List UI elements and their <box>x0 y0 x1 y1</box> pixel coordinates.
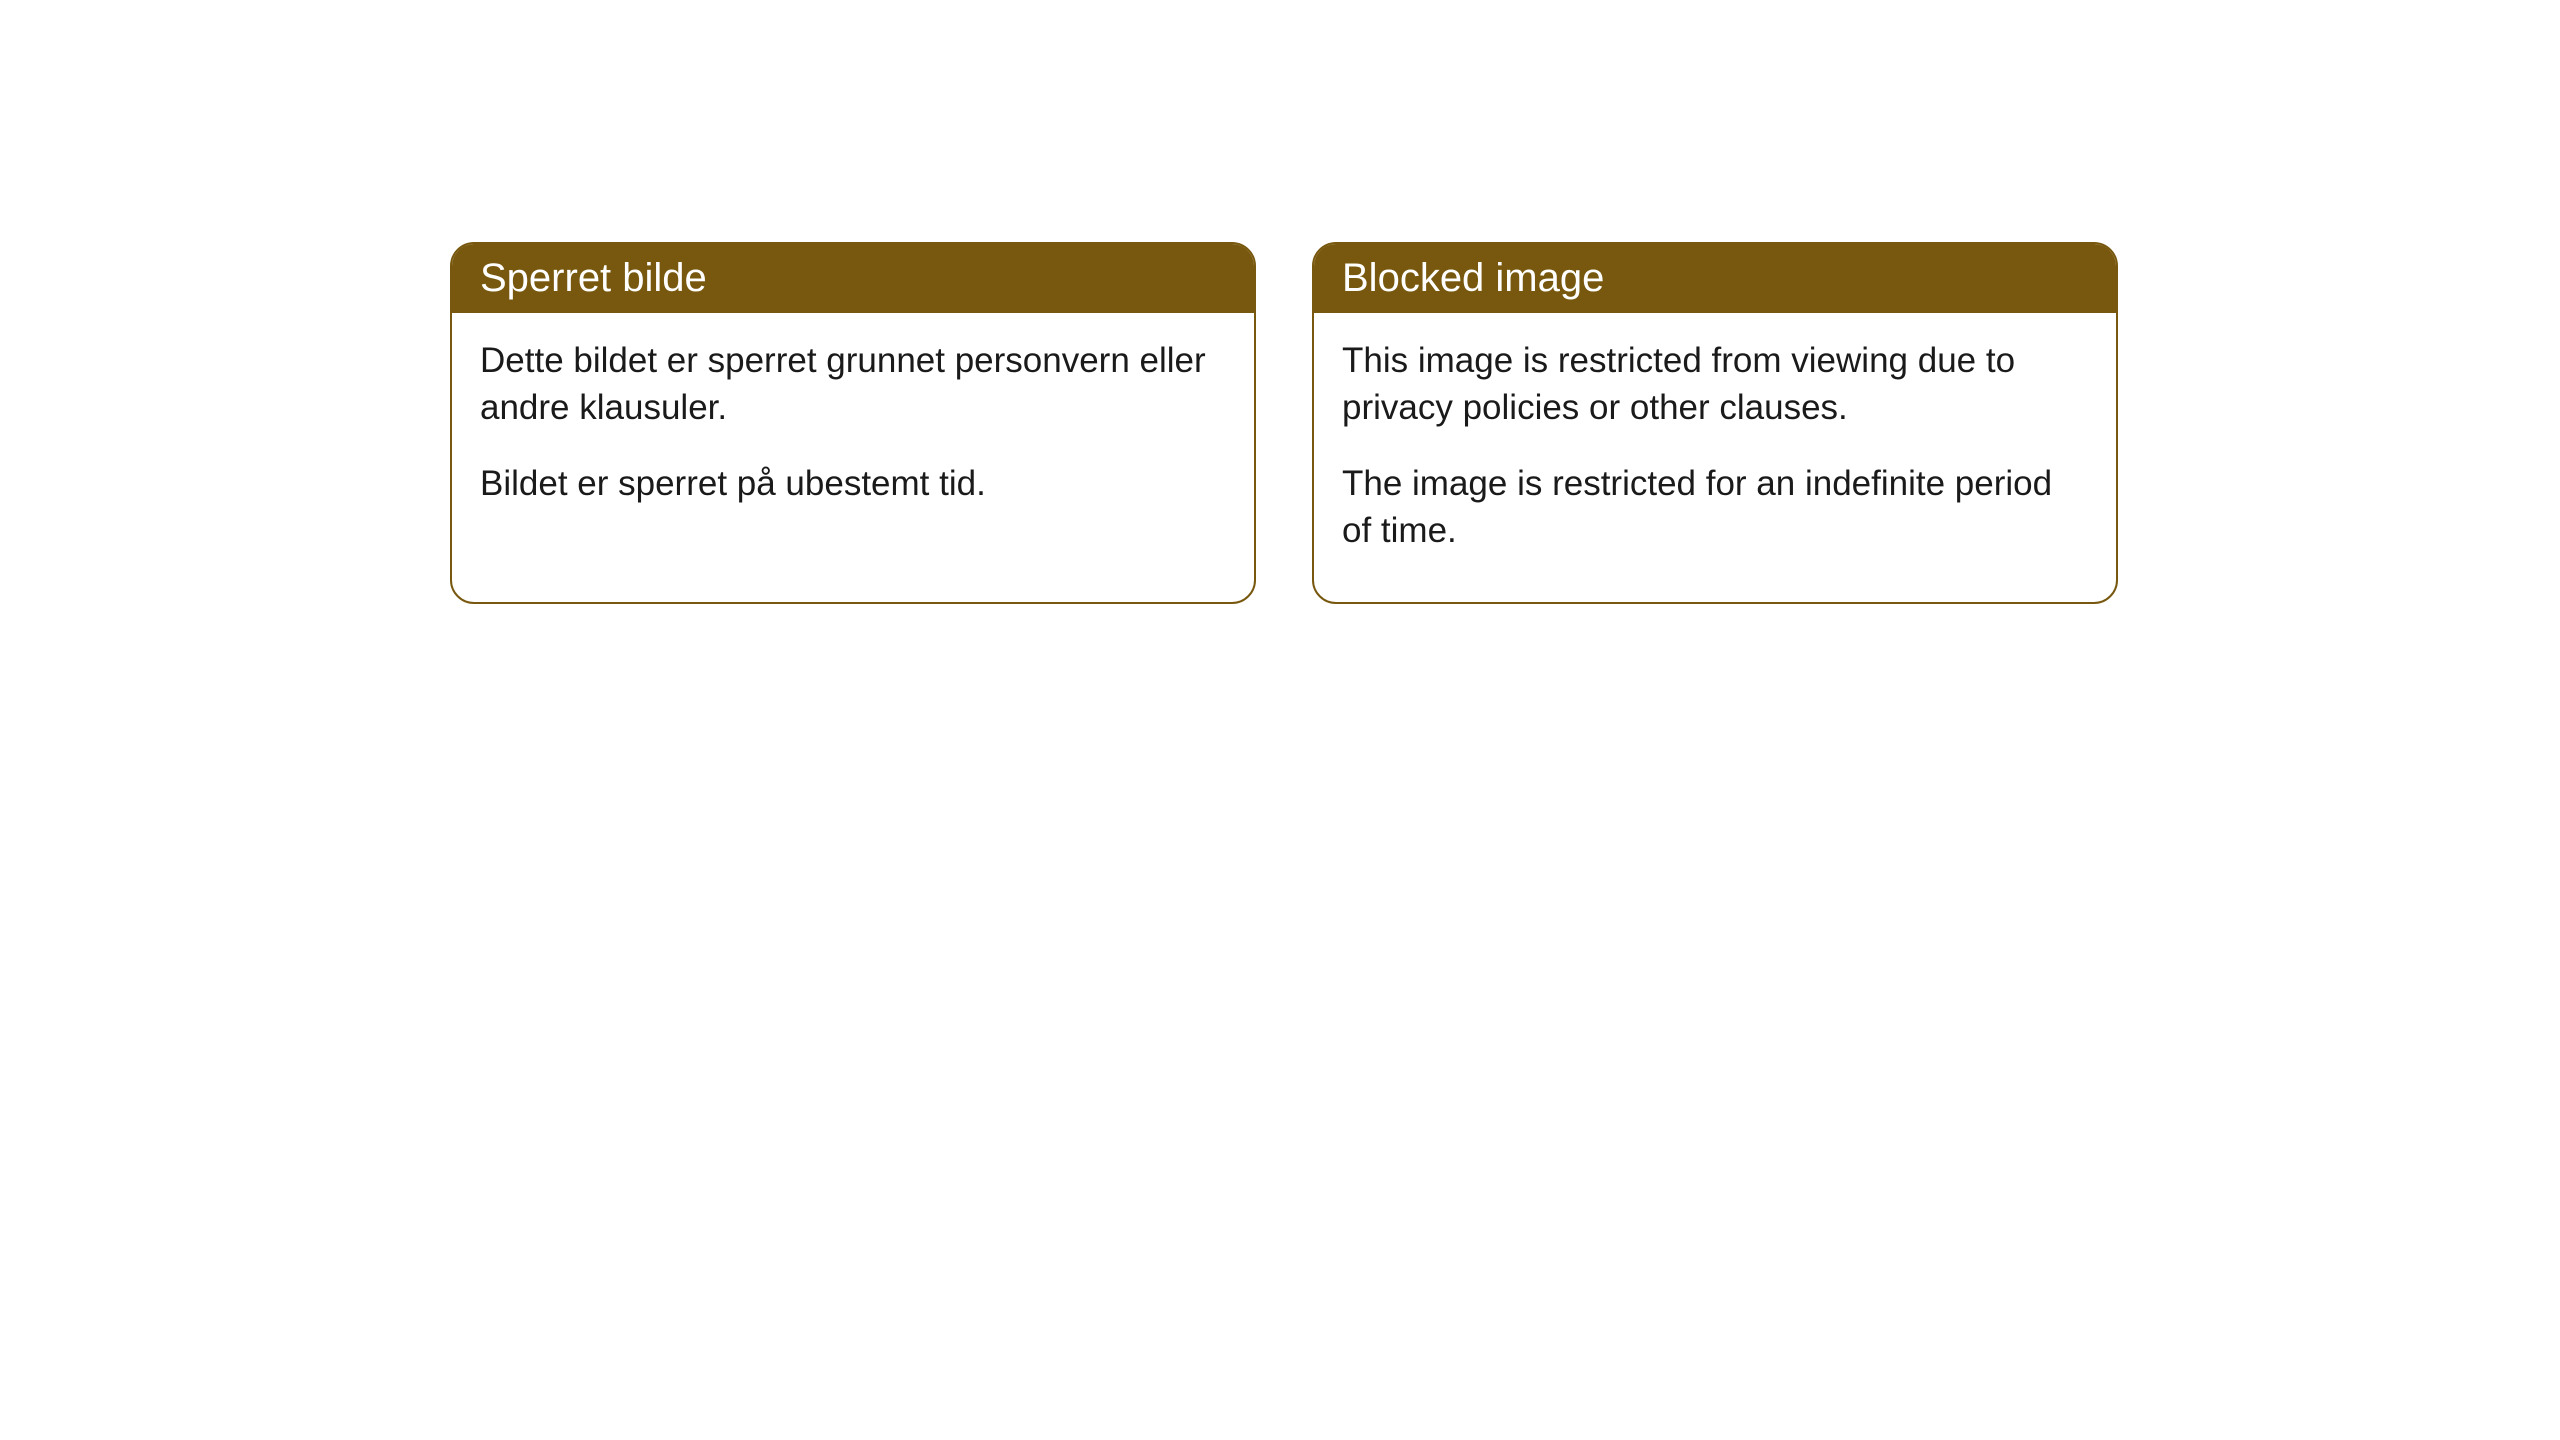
blocked-image-card-english: Blocked image This image is restricted f… <box>1312 242 2118 604</box>
blocked-image-card-norwegian: Sperret bilde Dette bildet er sperret gr… <box>450 242 1256 604</box>
card-body: Dette bildet er sperret grunnet personve… <box>452 313 1254 555</box>
notice-text-line-1: This image is restricted from viewing du… <box>1342 337 2088 432</box>
card-body: This image is restricted from viewing du… <box>1314 313 2116 602</box>
notice-text-line-2: Bildet er sperret på ubestemt tid. <box>480 460 1226 507</box>
notice-cards-container: Sperret bilde Dette bildet er sperret gr… <box>450 242 2560 604</box>
notice-text-line-2: The image is restricted for an indefinit… <box>1342 460 2088 555</box>
notice-text-line-1: Dette bildet er sperret grunnet personve… <box>480 337 1226 432</box>
card-header: Sperret bilde <box>452 244 1254 313</box>
card-header: Blocked image <box>1314 244 2116 313</box>
